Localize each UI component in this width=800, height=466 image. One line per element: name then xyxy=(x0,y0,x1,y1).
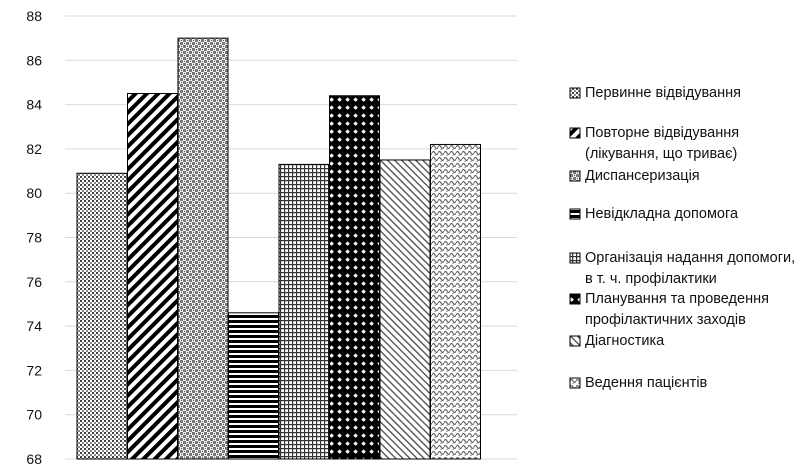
legend-label: Невідкладна допомога xyxy=(585,206,739,222)
y-tick-label: 78 xyxy=(26,230,42,246)
bar-5 xyxy=(278,163,330,460)
legend-label: Повторне відвідування xyxy=(585,125,739,141)
legend-swatch xyxy=(569,335,581,347)
y-tick-label: 80 xyxy=(26,185,42,201)
y-tick-label: 84 xyxy=(26,97,42,113)
legend-swatch xyxy=(569,293,581,305)
bar-8 xyxy=(430,143,481,460)
legend-swatch xyxy=(569,208,581,220)
legend-swatch xyxy=(569,170,581,182)
bar-2 xyxy=(127,93,178,460)
legend: Первинне відвідування Повторне відвідуван… xyxy=(569,85,795,391)
legend-label: профілактичних заходів xyxy=(585,312,746,328)
bar-6 xyxy=(329,95,380,460)
bar-1 xyxy=(76,172,128,460)
y-tick-label: 70 xyxy=(26,407,42,423)
legend-label: (лікування, що триває) xyxy=(585,146,737,162)
legend-swatch xyxy=(569,87,581,99)
y-axis: 68 70 72 74 76 78 80 82 84 86 88 xyxy=(26,8,42,466)
y-tick-label: 82 xyxy=(26,141,42,157)
legend-label: в т. ч. профілактики xyxy=(585,271,717,287)
bar-4 xyxy=(228,312,279,460)
y-tick-label: 74 xyxy=(26,318,42,334)
legend-swatch xyxy=(569,252,581,264)
bar-7 xyxy=(379,159,431,460)
legend-swatch xyxy=(569,377,581,389)
legend-label: Діагностика xyxy=(585,333,665,349)
y-tick-label: 68 xyxy=(26,451,42,466)
legend-label: Диспансеризація xyxy=(585,168,700,184)
legend-label: Організація надання допомоги, xyxy=(585,250,795,266)
y-tick-label: 86 xyxy=(26,52,42,68)
legend-label: Ведення пацієнтів xyxy=(585,375,708,391)
y-tick-label: 76 xyxy=(26,274,42,290)
y-tick-label: 72 xyxy=(26,362,42,378)
y-tick-label: 88 xyxy=(26,8,42,24)
legend-swatch xyxy=(569,127,581,139)
bar-3 xyxy=(177,37,229,460)
bars xyxy=(76,37,481,460)
legend-label: Первинне відвідування xyxy=(585,85,741,101)
legend-label: Планування та проведення xyxy=(585,291,769,307)
